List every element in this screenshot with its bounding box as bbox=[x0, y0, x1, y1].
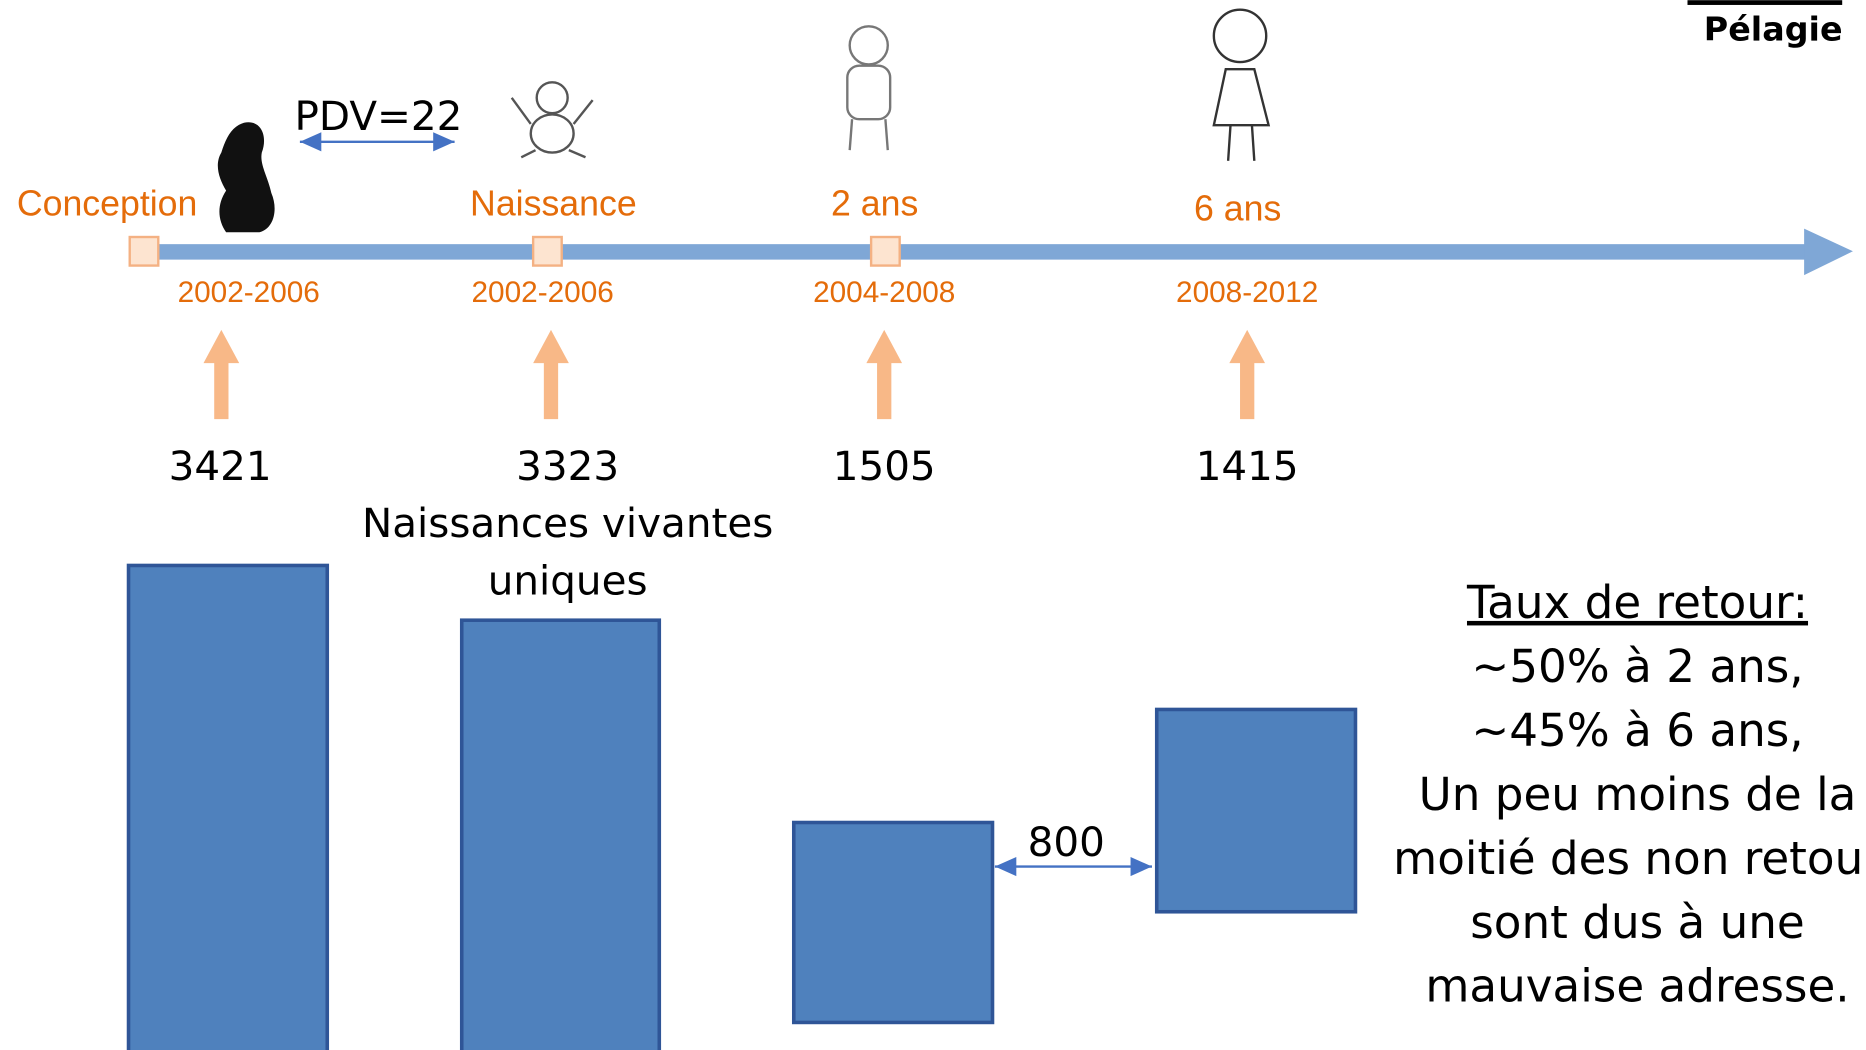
stage-label: Naissance bbox=[470, 184, 637, 224]
box-conception bbox=[129, 565, 328, 1050]
stage-period: 2004-2008 bbox=[813, 276, 955, 309]
box-2ans bbox=[794, 823, 993, 1023]
summary: Taux de retour: ~50% à 2 ans, ~45% à 6 ans… bbox=[1393, 576, 1866, 1013]
stage-count: 1415 bbox=[1196, 442, 1299, 490]
baby-icon bbox=[512, 82, 593, 157]
births-note: Naissances vivantes uniques bbox=[362, 499, 773, 604]
box-6ans bbox=[1157, 709, 1356, 911]
tag: Pélagie bbox=[1704, 10, 1843, 49]
stage-period: 2002-2006 bbox=[178, 276, 320, 309]
pdv-label: PDV=22 bbox=[294, 92, 462, 140]
up-arrow bbox=[866, 330, 902, 419]
timeline-axis bbox=[144, 244, 1810, 259]
summary-title: Taux de retour: bbox=[1466, 576, 1808, 629]
gap-label: 800 bbox=[1028, 818, 1105, 866]
up-arrow bbox=[203, 330, 239, 419]
girl-icon bbox=[1214, 10, 1269, 161]
births-note-line: Naissances vivantes bbox=[362, 499, 773, 547]
summary-line: ~50% à 2 ans, bbox=[1471, 640, 1803, 693]
timeline-marker bbox=[533, 237, 562, 266]
stage-label: 6 ans bbox=[1194, 188, 1281, 228]
summary-line: Un peu moins de la bbox=[1419, 768, 1857, 821]
page: Pélagie PDV=22 800 Naissances vivantes un… bbox=[0, 0, 1866, 1050]
stage-count: 3421 bbox=[169, 442, 272, 490]
stage-period: 2008-2012 bbox=[1176, 276, 1318, 309]
pregnant-icon bbox=[218, 122, 275, 232]
timeline-marker bbox=[871, 237, 900, 266]
tag-bar bbox=[1687, 0, 1842, 5]
timeline-marker bbox=[130, 237, 159, 266]
box-naissance bbox=[462, 620, 660, 1050]
births-note-line: uniques bbox=[488, 556, 648, 604]
summary-line: moitié des non retour bbox=[1393, 832, 1866, 885]
stage-label: Conception bbox=[17, 184, 198, 224]
summary-line: ~45% à 6 ans, bbox=[1471, 704, 1803, 757]
toddler-icon bbox=[847, 26, 890, 150]
timeline-arrowhead bbox=[1804, 229, 1853, 275]
summary-line: mauvaise adresse. bbox=[1425, 960, 1849, 1013]
up-arrow bbox=[1229, 330, 1265, 419]
slide: Pélagie PDV=22 800 Naissances vivantes un… bbox=[0, 0, 1866, 1050]
summary-line: sont dus à une bbox=[1470, 896, 1805, 949]
stage-period: 2002-2006 bbox=[472, 276, 614, 309]
up-arrow bbox=[533, 330, 569, 419]
stage-count: 1505 bbox=[833, 442, 936, 490]
stage-count: 3323 bbox=[516, 442, 619, 490]
stage-label: 2 ans bbox=[831, 184, 918, 224]
